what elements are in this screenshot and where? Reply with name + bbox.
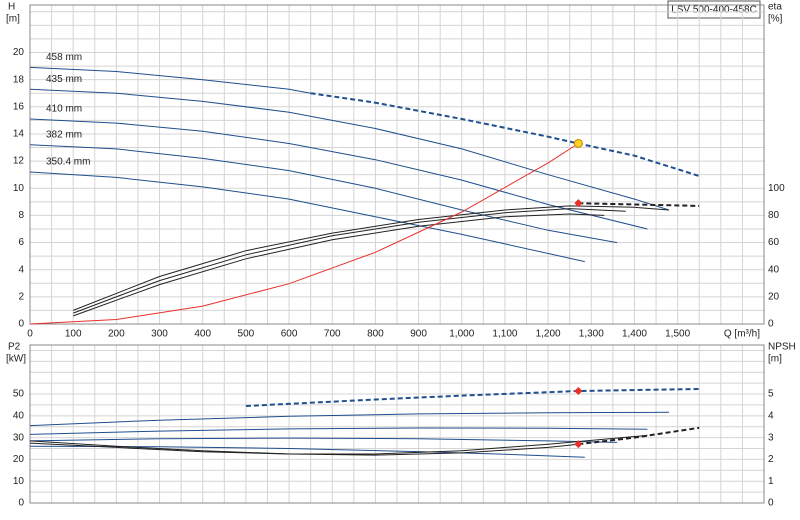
curve <box>29 144 618 244</box>
y-axis-label: P2 <box>8 342 21 353</box>
x-tick-label: 1,000 <box>449 329 474 340</box>
y2-tick-label: 60 <box>768 237 780 248</box>
x-tick-label: 200 <box>108 329 125 340</box>
y-axis-label: H <box>8 2 15 13</box>
x-tick-label: 700 <box>324 329 341 340</box>
duty-point <box>574 199 583 208</box>
duty-point <box>574 386 583 395</box>
x-tick-label: 1,200 <box>536 329 561 340</box>
curve <box>29 427 648 435</box>
y2-tick-label: 3 <box>768 432 774 443</box>
y-tick-label: 6 <box>18 237 24 248</box>
curve <box>29 171 585 263</box>
x-tick-label: 900 <box>410 329 427 340</box>
y-tick-label: 30 <box>13 432 25 443</box>
y2-tick-label: 4 <box>768 410 774 421</box>
y-tick-label: 10 <box>13 476 25 487</box>
x-tick-label: 400 <box>194 329 211 340</box>
curve <box>29 437 618 443</box>
y-tick-label: 16 <box>13 101 25 112</box>
y2-tick-label: 40 <box>768 264 780 275</box>
y2-tick-label: 5 <box>768 389 774 400</box>
x-tick-label: 0 <box>27 329 33 340</box>
curve-label: 458 mm <box>46 52 82 63</box>
curve-label: 435 mm <box>46 74 82 85</box>
curve <box>310 92 700 177</box>
x-tick-label: 100 <box>65 329 82 340</box>
curve <box>578 202 700 207</box>
y-tick-label: 20 <box>13 47 25 58</box>
x-tick-label: 1,100 <box>492 329 517 340</box>
curve <box>29 440 579 456</box>
y2-axis-unit: [m] <box>768 354 782 365</box>
y-axis-unit: [kW] <box>6 354 26 365</box>
y-tick-label: 4 <box>18 264 24 275</box>
chart-title: LSV 500-400-458C <box>671 5 757 16</box>
y2-tick-label: 0 <box>768 319 774 330</box>
y2-tick-label: 2 <box>768 454 774 465</box>
y2-tick-label: 0 <box>768 498 774 509</box>
x-tick-label: 1,400 <box>622 329 647 340</box>
y2-tick-label: 100 <box>768 183 785 194</box>
curve <box>29 143 579 325</box>
y-tick-label: 20 <box>13 454 25 465</box>
x-tick-label: 600 <box>281 329 298 340</box>
curve <box>245 388 700 407</box>
y-tick-label: 10 <box>13 183 25 194</box>
curve <box>29 445 585 458</box>
curve <box>29 66 311 94</box>
curve <box>29 118 648 230</box>
y2-tick-label: 80 <box>768 210 780 221</box>
y-tick-label: 14 <box>13 129 25 140</box>
curve-label: 350.4 mm <box>46 157 90 168</box>
x-tick-label: 800 <box>367 329 384 340</box>
x-tick-label: 1,500 <box>665 329 690 340</box>
y2-tick-label: 1 <box>768 476 774 487</box>
y-tick-label: 12 <box>13 156 25 167</box>
duty-point <box>573 138 583 148</box>
curve <box>73 205 670 311</box>
y2-axis-label: NPSH <box>768 342 796 353</box>
y-axis-unit: [m] <box>6 14 20 25</box>
x-tick-label: 500 <box>238 329 255 340</box>
x-tick-label: 1,300 <box>579 329 604 340</box>
x-tick-label: 300 <box>151 329 168 340</box>
y-tick-label: 2 <box>18 291 24 302</box>
y-tick-label: 8 <box>18 210 24 221</box>
y-tick-label: 50 <box>13 389 25 400</box>
y-tick-label: 18 <box>13 74 25 85</box>
x-axis-label: Q [m³/h] <box>724 329 760 340</box>
y-tick-label: 40 <box>13 410 25 421</box>
curve <box>29 434 648 455</box>
curve-label: 382 mm <box>46 129 82 140</box>
y-tick-label: 0 <box>18 319 24 330</box>
curve <box>29 88 670 211</box>
plot-frame <box>29 4 765 325</box>
curve <box>29 411 670 427</box>
y2-tick-label: 20 <box>768 291 780 302</box>
curve-label: 410 mm <box>46 104 82 115</box>
plot-frame <box>29 344 765 504</box>
curve <box>578 426 700 446</box>
duty-point <box>574 440 583 449</box>
curve <box>73 213 605 317</box>
y2-axis-label: eta <box>768 2 782 13</box>
curve <box>73 208 626 314</box>
y-tick-label: 0 <box>18 498 24 509</box>
y2-axis-unit: [%] <box>768 14 783 25</box>
